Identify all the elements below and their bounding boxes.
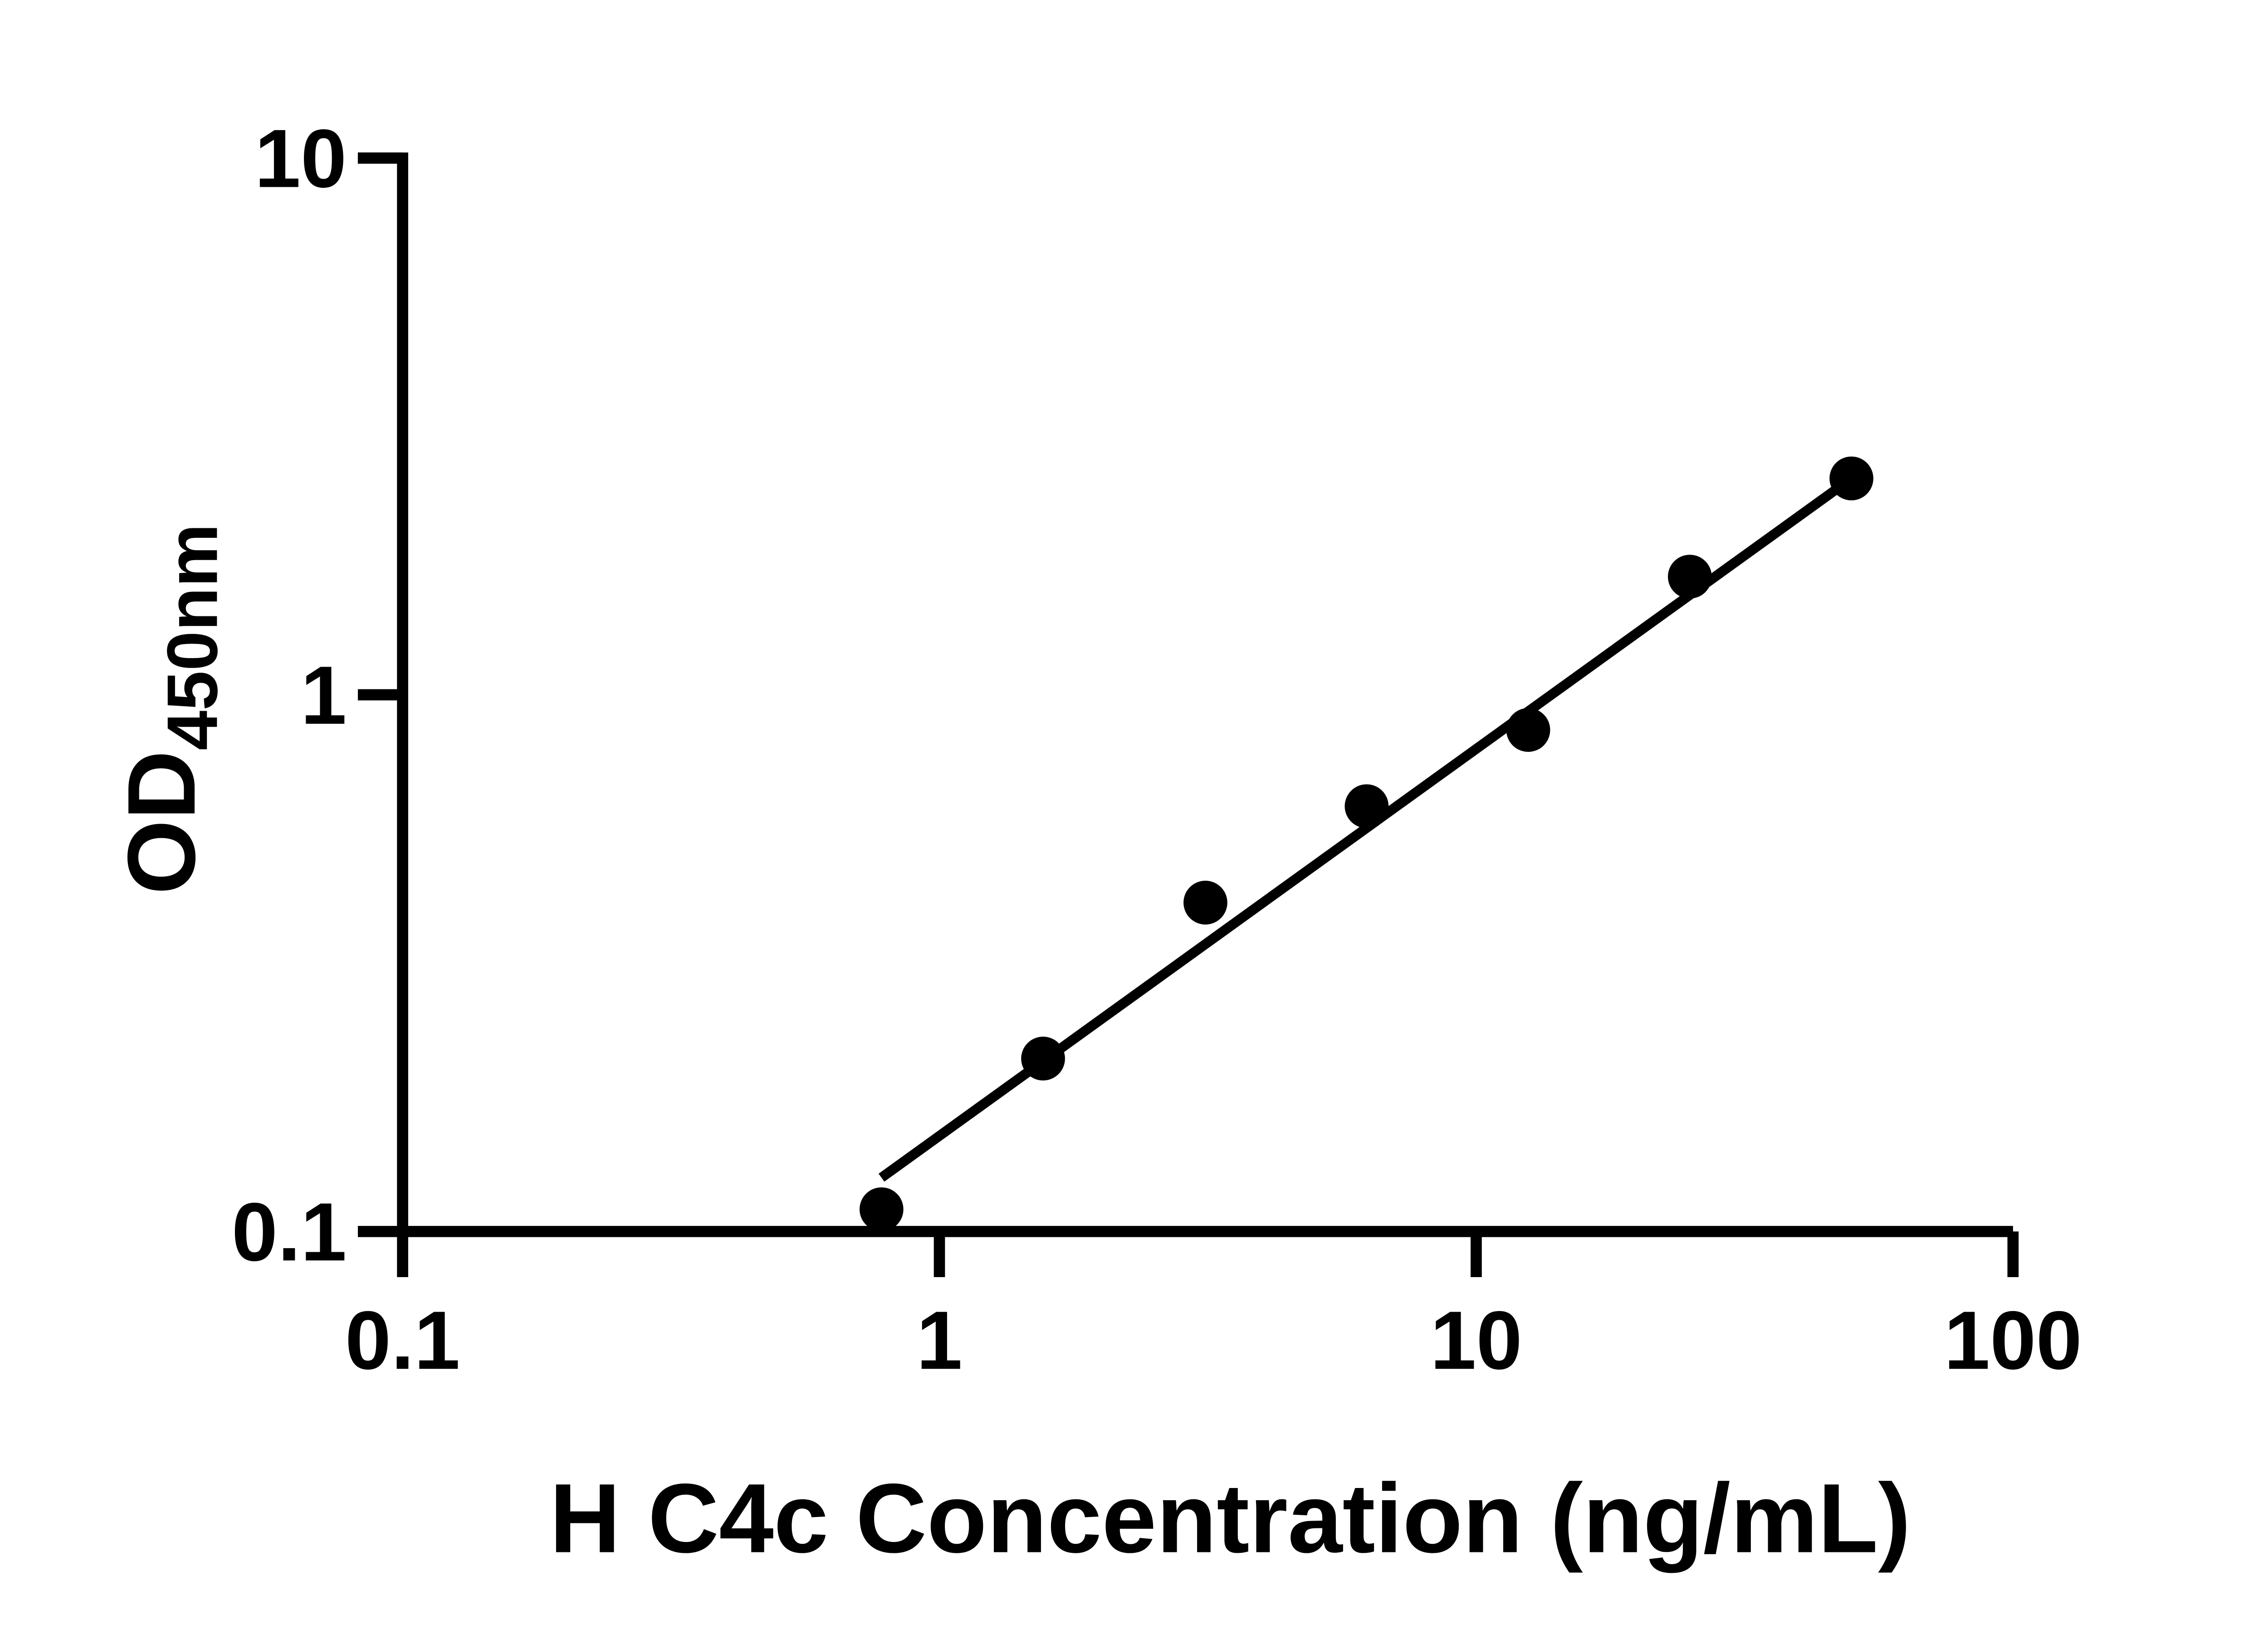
y-tick-label-0-1: 0.1	[232, 1186, 347, 1278]
data-point	[1021, 1036, 1065, 1081]
data-point	[859, 1187, 904, 1231]
y-axis-title-main: OD	[108, 751, 215, 895]
data-point	[1668, 555, 1712, 599]
x-axis-title: H C4c Concentration (ng/mL)	[549, 1464, 1911, 1573]
y-tick-label-10: 10	[254, 112, 347, 205]
y-axis-title: OD450nm	[108, 524, 232, 895]
y-tick-group	[357, 152, 403, 1237]
data-point	[1829, 456, 1873, 501]
plot-background	[0, 11, 2268, 1638]
x-tick-label-1: 1	[916, 1294, 962, 1386]
data-point	[1183, 880, 1227, 925]
data-point	[1344, 784, 1389, 829]
y-axis-title-subscript: 450nm	[152, 524, 232, 751]
data-point-group	[859, 456, 1873, 1231]
y-tick-label-1: 1	[301, 649, 347, 742]
data-point	[1506, 708, 1550, 752]
x-tick-label-0-1: 0.1	[345, 1294, 460, 1386]
x-tick-label-group: 0.1 1 10 100	[345, 1294, 2082, 1386]
x-tick-label-10: 10	[1430, 1294, 1522, 1386]
x-tick-group	[397, 1231, 2019, 1278]
x-tick-label-100: 100	[1944, 1294, 2082, 1386]
y-tick-label-group: 10 1 0.1	[232, 112, 347, 1278]
